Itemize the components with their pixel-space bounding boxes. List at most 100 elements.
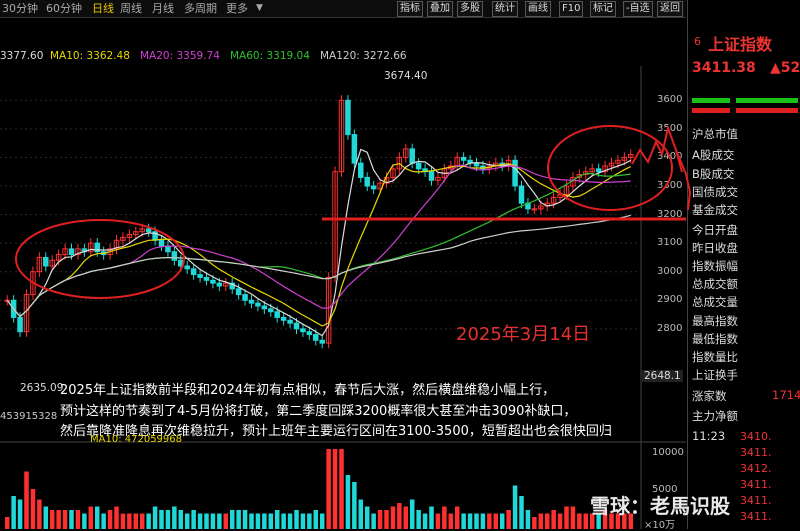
candle-body [203,276,210,281]
tab-weekly[interactable]: 周线 [120,2,142,15]
candle-body [338,99,345,173]
overlay-button[interactable]: 叠加 [427,1,453,17]
candle-body [460,156,467,161]
candle-body [473,162,480,167]
candle-body [396,156,403,170]
high-price-label: 3674.40 [384,70,428,82]
volume-tick-10000: 10000 [652,447,684,458]
tab-60min[interactable]: 60分钟 [46,2,82,15]
candle-body [518,185,525,204]
f10-button[interactable]: F10 [559,1,584,17]
candle-body [325,276,332,344]
candle-body [409,148,415,164]
bar-indicator-1 [692,98,730,103]
bar-indicator-4 [736,108,798,113]
price-tick-3100: 3100 [657,237,683,249]
candle-body [345,99,351,136]
tab-monthly[interactable]: 月线 [152,2,174,15]
indicator-button[interactable]: 指标 [397,1,423,17]
ma-legend-bar: 3377.60 MA10: 3362.48 MA20: 3359.74 MA60… [0,50,686,65]
chevron-down-icon[interactable]: ▼ [256,3,263,13]
tab-daily[interactable]: 日线 [92,2,114,15]
candle-body [351,134,358,164]
sidebar-item-main-net-label: 主力净额 [692,409,738,423]
watchlist-button[interactable]: -自选 [623,1,653,17]
sidebar-item-10: 最高指数 [692,314,738,328]
sidebar-tick-2: 3412. [740,462,772,475]
ma-line-ma60 [6,172,631,318]
back-button[interactable]: 返回 [657,1,683,17]
sidebar-time: 11:23 [692,429,726,443]
candle-body [268,308,274,313]
chart-grid [0,66,642,529]
candle-body [358,162,364,178]
sidebar-up-count-value: 1714 [772,388,800,402]
price-tick-3000: 3000 [657,265,683,277]
candle-body [158,239,165,247]
candle-body [223,282,229,287]
candle-body [197,274,203,278]
sidebar-item-2: B股成交 [692,167,735,181]
candlestick-chart[interactable] [0,66,686,529]
multi-stock-button[interactable]: 多股 [457,1,483,17]
bar-indicator-2 [736,98,798,103]
ma-legend-close: 3377.60 [0,50,44,62]
commentary-line-2: 预计这样的节奏到了4-5月份将打破，第二季度回踩3200概率很大甚至冲击3090… [60,404,577,419]
ma-line-close [6,148,632,337]
sidebar-item-3: 国债成交 [692,185,738,199]
watermark-text: 雪球：老馬识股 [590,494,730,518]
ma-legend-ma20: MA20: 3359.74 [140,50,220,62]
ma-line-ma20 [6,164,631,318]
candle-body [255,302,261,307]
volume-ma10-label: MA10: 472059968 [90,434,183,445]
candle-body [390,168,396,178]
tab-30min[interactable]: 30分钟 [2,2,38,15]
sidebar-title: 上证指数 [708,35,773,54]
candle-body [274,311,280,318]
candle-body [280,316,287,321]
candle-body [319,339,325,344]
candle-body [364,176,370,187]
tab-multi-period[interactable]: 多周期 [184,2,217,15]
sidebar-item-9: 总成交量 [692,295,738,309]
candle-body [531,208,538,211]
ma-legend-ma10: MA10: 3362.48 [50,50,130,62]
sidebar-item-4: 基金成交 [692,203,738,217]
candle-body [248,299,255,304]
tab-more[interactable]: 更多 [226,2,248,15]
statistics-button[interactable]: 统计 [492,1,518,17]
candle-body [17,316,23,333]
volume-unit-label: ×10万 [644,520,676,531]
sidebar-price: 3411.38 [692,60,756,76]
ma-legend-ma120: MA120: 3272.66 [320,50,407,62]
sidebar-change: ▲52 [770,60,800,76]
candle-body [216,282,223,287]
candle-body [595,168,602,173]
mark-button[interactable]: 标记 [590,1,616,17]
candle-body [184,265,190,270]
sidebar-tick-3: 3411. [740,478,772,491]
candle-body [415,162,422,170]
candle-body [229,282,235,290]
draw-line-button[interactable]: 画线 [525,1,551,17]
candle-body [306,331,313,336]
sidebar-item-8: 总成交额 [692,277,738,291]
ma-line-ma10 [6,163,632,327]
quote-sidebar: 6 上证指数 3411.38 ▲52 沪总市值 A股成交 B股成交 国债成交 基金成交今… [687,0,800,529]
sidebar-item-13: 上证换手 [692,368,738,382]
price-tick-3400: 3400 [657,151,683,163]
sidebar-item-5: 今日开盘 [692,223,738,237]
sidebar-item-up-count-label: 涨家数 [692,389,727,403]
candle-body [171,251,178,261]
sidebar-tick-5: 3411. [740,510,772,523]
candle-body [145,228,152,233]
ma-lines [6,148,632,337]
candle-body [287,319,293,324]
sidebar-item-12: 指数量比 [692,350,738,364]
price-tick-2900: 2900 [657,294,683,306]
bar-indicator-3 [692,108,730,113]
sidebar-item-1: A股成交 [692,148,735,162]
candle-series [4,95,634,349]
sidebar-item-6: 昨日收盘 [692,241,738,255]
volume-tick-5000: 5000 [652,484,678,495]
